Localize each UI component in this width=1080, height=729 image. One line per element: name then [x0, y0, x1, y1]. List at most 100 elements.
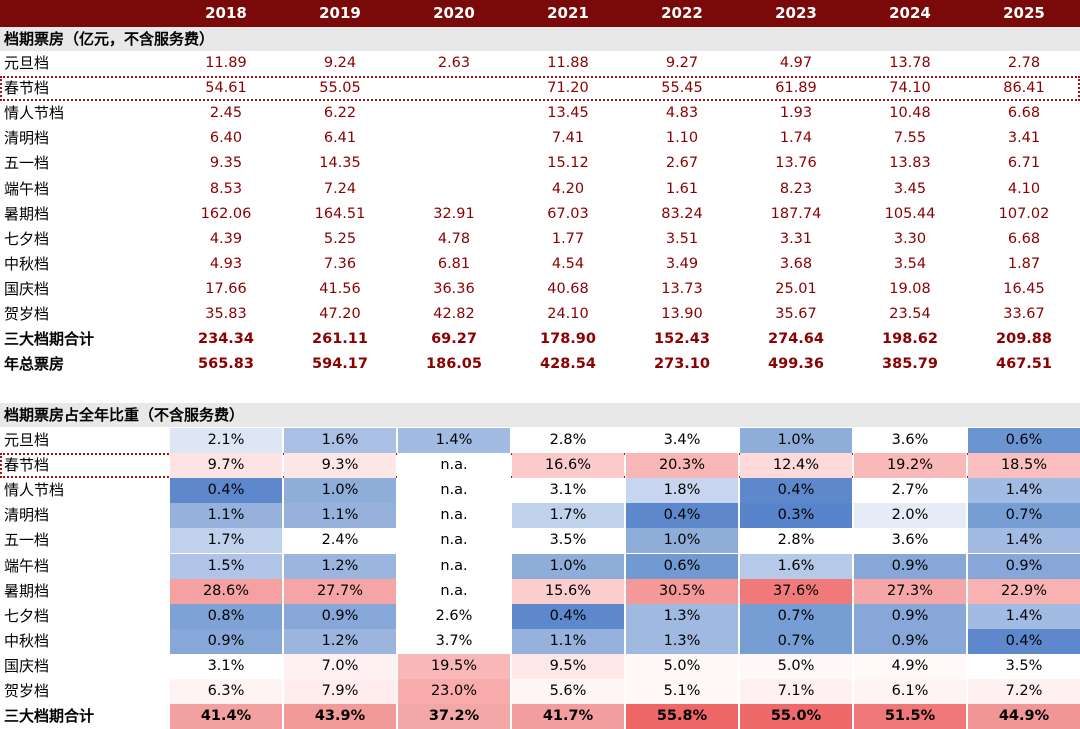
row-label: 春节档: [4, 79, 50, 98]
heatmap-cell: 0.7%: [968, 503, 1080, 529]
value-cell: 234.34: [198, 331, 254, 348]
heatmap-cell: 0.9%: [284, 603, 396, 629]
heatmap-cell: 41.7%: [512, 704, 624, 729]
heatmap-cell: 3.1%: [170, 653, 282, 679]
heatmap-cell: 16.6%: [512, 453, 624, 479]
heatmap-row: 贺岁档 6.3% 7.9% 23.0% 5.6% 5.1% 7.1% 6.1% 7.2%: [0, 679, 1080, 704]
value-cell: 61.89: [775, 80, 817, 97]
heatmap-cell: 44.9%: [968, 704, 1080, 729]
value-cell: 594.17: [312, 356, 368, 373]
row-label: 春节档: [4, 456, 50, 475]
row-label: 元旦档: [4, 54, 50, 72]
row-label: 端午档: [4, 556, 50, 575]
heatmap-cell: 2.0%: [854, 503, 966, 529]
value-cell: 8.23: [779, 180, 813, 197]
heatmap-cell: 3.5%: [968, 653, 1080, 679]
value-cell: 86.41: [1003, 80, 1045, 97]
value-cell: 13.76: [775, 155, 817, 172]
heatmap-cell: 6.1%: [854, 679, 966, 704]
heatmap-cell: 3.1%: [512, 478, 624, 504]
value-cell: 42.82: [433, 306, 475, 322]
heatmap-cell: 1.0%: [740, 428, 852, 453]
table-row: 元旦档 11.89 9.24 2.63 11.88 9.27 4.97 13.78 2.78: [0, 51, 1080, 76]
value-cell: 74.10: [889, 80, 931, 97]
heatmap-cell: 37.6%: [740, 578, 852, 604]
heatmap-cell: 0.9%: [170, 628, 282, 654]
heatmap-cell: 51.5%: [854, 704, 966, 729]
table-row: 端午档 8.53 7.24 4.20 1.61 8.23 3.45 4.10: [0, 177, 1080, 202]
table-row: 中秋档 4.93 7.36 6.81 4.54 3.49 3.68 3.54 1.87: [0, 252, 1080, 277]
heatmap-cell: 1.3%: [626, 628, 738, 654]
value-cell: 6.81: [437, 255, 471, 272]
heatmap-cell: 3.6%: [854, 428, 966, 453]
value-cell: 4.93: [209, 255, 243, 272]
value-cell: 3.51: [665, 230, 699, 247]
value-cell: 4.10: [1007, 180, 1041, 197]
value-cell: 13.73: [661, 280, 703, 297]
heatmap-cell: 1.0%: [626, 528, 738, 554]
table-row: 年总票房 565.83 594.17 186.05 428.54 273.10 499.36…: [0, 352, 1080, 377]
value-cell: 1.61: [665, 180, 699, 197]
value-cell: 261.11: [312, 331, 368, 348]
row-label: 情人节档: [4, 481, 65, 500]
value-cell: [398, 76, 510, 101]
heatmap-cell: 37.2%: [398, 704, 510, 729]
row-label: 七夕档: [4, 606, 50, 625]
year-header-2018: 2018: [205, 4, 247, 22]
heatmap-cell: 5.1%: [626, 679, 738, 704]
value-cell: 565.83: [198, 356, 254, 373]
value-cell: 4.78: [437, 230, 471, 247]
table-row: 春节档 54.61 55.05 71.20 55.45 61.89 74.10 86.41: [0, 76, 1080, 102]
heatmap-row: 端午档 1.5% 1.2% n.a. 1.0% 0.6% 1.6% 0.9% 0.9%: [0, 553, 1080, 579]
value-cell: 499.36: [768, 356, 824, 373]
value-cell: 1.74: [779, 130, 813, 147]
row-label: 五一档: [4, 531, 50, 550]
value-cell: 164.51: [314, 205, 366, 222]
heatmap-cell: 7.0%: [284, 653, 396, 679]
value-cell: 32.91: [433, 205, 475, 222]
heatmap-row: 三大档期合计 41.4% 43.9% 37.2% 41.7% 55.8% 55.0% 51.5…: [0, 704, 1080, 729]
value-cell: 105.44: [884, 205, 936, 222]
row-label: 端午档: [4, 179, 50, 198]
value-cell: 2.67: [665, 155, 699, 172]
row-label: 国庆档: [4, 279, 50, 298]
value-cell: [398, 177, 510, 202]
heatmap-cell: 0.9%: [854, 553, 966, 579]
row-label: 暑期档: [4, 204, 50, 223]
heatmap-cell: 0.4%: [170, 478, 282, 504]
value-cell: 3.49: [665, 255, 699, 272]
value-cell: 3.30: [893, 230, 927, 247]
heatmap-cell: 1.2%: [284, 628, 396, 654]
year-header-2019: 2019: [319, 4, 361, 22]
year-header-row: 2018 2019 2020 2021 2022 2023 2024 2025: [0, 0, 1080, 27]
value-cell: 467.51: [996, 356, 1052, 373]
value-cell: 13.45: [547, 105, 589, 122]
heatmap-cell: 20.3%: [626, 453, 738, 479]
heatmap-row: 春节档 9.7% 9.3% n.a. 16.6% 20.3% 12.4% 19.2% 18.5%: [0, 453, 1080, 479]
value-cell: 10.48: [889, 105, 931, 122]
year-header-2025: 2025: [1003, 4, 1045, 22]
heatmap-cell: 1.4%: [968, 478, 1080, 504]
heatmap-cell: 19.5%: [398, 653, 510, 679]
heatmap-row: 元旦档 2.1% 1.6% 1.4% 2.8% 3.4% 1.0% 3.6% 0.6%: [0, 428, 1080, 453]
value-cell: 13.90: [661, 306, 703, 322]
heatmap-cell: 30.5%: [626, 578, 738, 604]
value-cell: 11.89: [205, 55, 247, 71]
heatmap-cell: 1.6%: [740, 553, 852, 579]
value-cell: 1.93: [779, 105, 813, 122]
heatmap-cell: 0.6%: [626, 553, 738, 579]
value-cell: 6.68: [1007, 230, 1041, 247]
value-cell: 4.97: [779, 55, 813, 71]
heatmap-cell: 3.5%: [512, 528, 624, 554]
value-cell: 35.83: [205, 306, 247, 322]
heatmap-cell: 12.4%: [740, 453, 852, 479]
heatmap-cell: 5.0%: [740, 653, 852, 679]
heatmap-cell: 3.7%: [398, 628, 510, 654]
heatmap-row: 清明档 1.1% 1.1% n.a. 1.7% 0.4% 0.3% 2.0% 0.7%: [0, 503, 1080, 529]
value-cell: 3.68: [779, 255, 813, 272]
value-cell: 186.05: [426, 356, 482, 373]
value-cell: 9.24: [323, 55, 357, 71]
heatmap-cell: 18.5%: [968, 453, 1080, 479]
heatmap-cell: 0.8%: [170, 603, 282, 629]
heatmap-cell: 1.4%: [398, 428, 510, 453]
